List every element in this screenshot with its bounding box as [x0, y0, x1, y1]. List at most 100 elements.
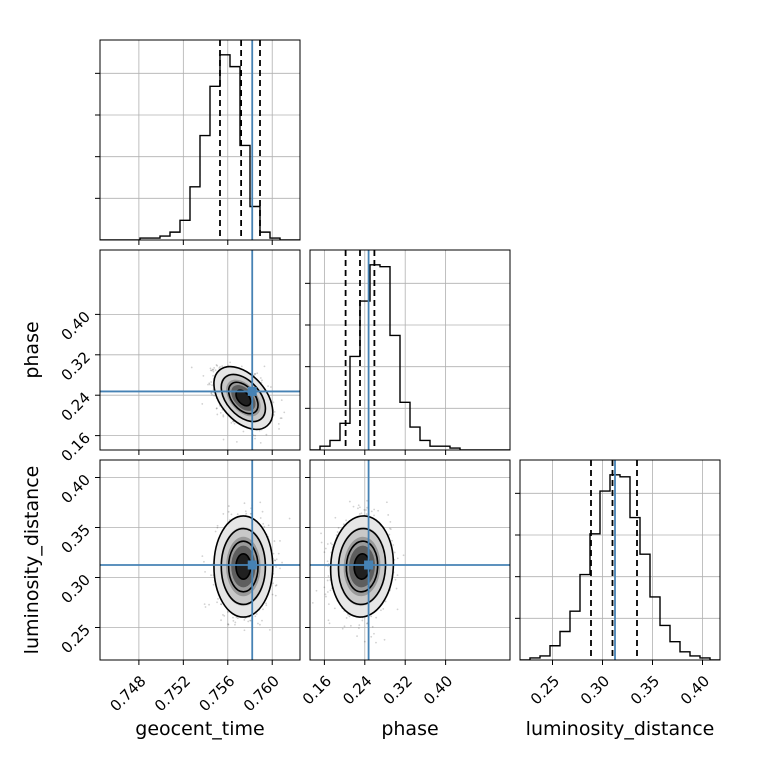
- sample-point: [274, 594, 277, 597]
- sample-point: [388, 533, 391, 536]
- sample-point: [210, 381, 213, 383]
- sample-point: [215, 407, 218, 410]
- sample-point: [320, 532, 322, 535]
- sample-point: [335, 534, 338, 537]
- panel-content: [100, 460, 300, 660]
- y-tick-label: 0.16: [58, 429, 94, 465]
- contour-level-3: [213, 365, 274, 431]
- sample-point: [373, 514, 375, 517]
- sample-point: [366, 499, 369, 502]
- sample-point: [349, 624, 352, 627]
- sample-point: [373, 508, 376, 511]
- sample-point: [389, 521, 392, 523]
- sample-point: [259, 623, 261, 626]
- sample-point: [337, 527, 340, 529]
- sample-point: [210, 392, 213, 395]
- x-tick-label: 0.32: [380, 672, 416, 708]
- sample-point: [278, 428, 280, 430]
- contour-level-1: [227, 540, 259, 593]
- sample-point: [259, 377, 262, 379]
- x-tick-label: 0.30: [577, 672, 613, 708]
- sample-point: [212, 368, 215, 371]
- sample-point: [227, 623, 230, 625]
- panel-frame: [99, 39, 301, 241]
- sample-point: [357, 504, 360, 507]
- sample-point: [348, 500, 351, 503]
- sample-point: [315, 589, 318, 592]
- sample-point: [323, 551, 326, 553]
- sample-point: [220, 619, 222, 622]
- sample-point: [275, 566, 277, 568]
- sample-point: [370, 615, 373, 618]
- sample-point: [384, 600, 387, 603]
- sample-point: [245, 512, 248, 515]
- sample-point: [261, 619, 263, 622]
- sample-point: [358, 624, 361, 627]
- sample-point: [275, 584, 278, 586]
- sample-point: [208, 383, 211, 386]
- sample-point: [273, 410, 276, 413]
- sample-point: [383, 638, 386, 641]
- x-tick-label: 0.25: [527, 672, 563, 708]
- sample-point: [257, 622, 259, 625]
- sample-point: [217, 597, 219, 600]
- sample-point: [216, 601, 218, 604]
- sample-point: [345, 519, 348, 522]
- y-tick-label: 0.30: [58, 571, 94, 607]
- sample-point: [366, 506, 368, 509]
- sample-point: [280, 399, 283, 402]
- sample-point: [279, 417, 282, 420]
- sample-point: [254, 434, 257, 437]
- sample-point: [259, 517, 262, 519]
- sample-point: [345, 617, 348, 619]
- sample-point: [348, 615, 351, 618]
- sample-point: [236, 513, 239, 516]
- sample-point: [211, 384, 214, 387]
- contour-level-3: [213, 515, 274, 618]
- sample-point: [201, 403, 204, 405]
- sample-point: [231, 420, 234, 423]
- sample-point: [229, 361, 231, 364]
- panel-phase-vs-luminosity_distance: 0.16 0.24 0.32 0.40 phase: [299, 459, 511, 740]
- panel-frame: [99, 459, 301, 661]
- y-axis-label-luminosity_distance: luminosity_distance: [21, 466, 43, 655]
- sample-point: [388, 527, 391, 530]
- x-tick-label: 0.24: [339, 672, 375, 708]
- sample-point: [336, 531, 339, 533]
- sample-point: [360, 512, 363, 515]
- sample-point: [357, 627, 360, 630]
- x-tick-label: 0.16: [299, 672, 335, 708]
- sample-point: [261, 510, 264, 513]
- panel-content: [100, 40, 300, 240]
- sample-point: [402, 554, 405, 557]
- sample-point: [227, 510, 230, 513]
- sample-point: [273, 559, 276, 562]
- sample-point: [219, 366, 221, 368]
- contour-level-2: [220, 527, 267, 606]
- x-tick-label: 0.752: [151, 672, 194, 715]
- sample-point: [216, 413, 219, 416]
- y-tick-label: 0.25: [58, 621, 94, 657]
- sample-point: [219, 411, 222, 414]
- truth-marker: [247, 560, 257, 570]
- sample-point: [244, 510, 247, 513]
- sample-point: [212, 374, 214, 377]
- sample-point: [218, 367, 221, 369]
- sample-point: [213, 366, 216, 369]
- sample-point: [327, 619, 330, 622]
- sample-point: [211, 393, 213, 396]
- sample-point: [281, 561, 283, 564]
- sample-point: [359, 506, 361, 509]
- sample-point: [333, 607, 336, 610]
- sample-point: [363, 509, 366, 511]
- sample-point: [382, 607, 385, 610]
- sample-point: [375, 616, 378, 619]
- sample-point: [377, 509, 380, 512]
- sample-point: [277, 552, 280, 555]
- sample-point: [263, 365, 266, 368]
- sample-point: [213, 394, 216, 397]
- sample-point: [356, 635, 358, 638]
- sample-point: [343, 625, 346, 628]
- sample-point: [242, 430, 245, 433]
- panel-phase-hist: [305, 249, 511, 455]
